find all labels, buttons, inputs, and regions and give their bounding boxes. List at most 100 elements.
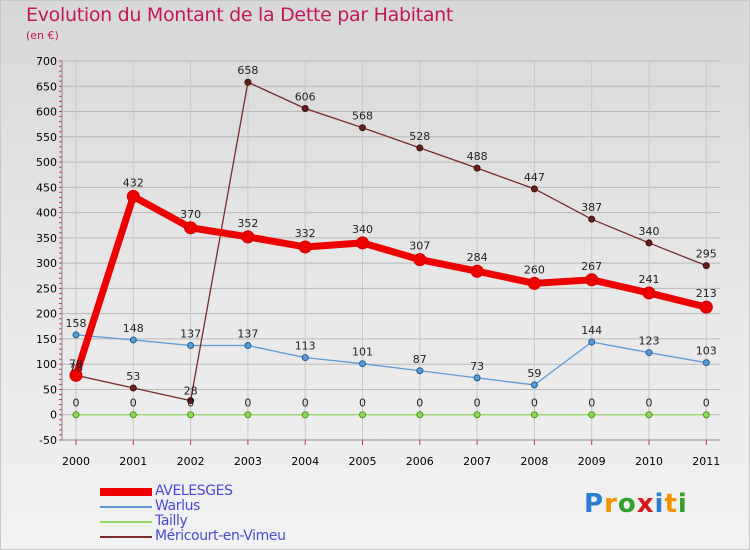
- legend-label: AVELESGES: [155, 483, 233, 499]
- y-tick-label: 700: [36, 55, 57, 68]
- data-point-avelesges: [642, 286, 656, 300]
- data-label-warlus: 73: [470, 360, 484, 373]
- data-point-mericourt: [244, 78, 252, 86]
- data-label-mericourt: 568: [352, 110, 373, 123]
- data-point-mericourt: [187, 397, 195, 405]
- x-tick-label: 2006: [406, 455, 434, 468]
- data-label-tailly: 0: [416, 397, 423, 410]
- data-point-avelesges: [241, 230, 255, 244]
- data-point-mericourt: [416, 144, 424, 152]
- data-point-avelesges: [699, 300, 713, 314]
- data-label-avelesges: 352: [237, 217, 258, 230]
- data-label-tailly: 0: [531, 397, 538, 410]
- data-label-avelesges: 260: [524, 263, 545, 276]
- data-point-warlus: [187, 342, 195, 350]
- data-label-avelesges: 307: [409, 240, 430, 253]
- data-point-warlus: [416, 367, 424, 375]
- data-point-tailly: [702, 411, 710, 419]
- data-label-avelesges: 241: [639, 273, 660, 286]
- x-tick-label: 2002: [177, 455, 205, 468]
- y-tick-label: 350: [36, 232, 57, 245]
- data-label-warlus: 148: [123, 322, 144, 335]
- data-point-tailly: [416, 411, 424, 419]
- legend-item-warlus[interactable]: Warlus: [100, 499, 286, 514]
- data-label-tailly: 0: [302, 397, 309, 410]
- data-point-warlus: [244, 342, 252, 350]
- data-point-tailly: [129, 411, 137, 419]
- y-tick-label: 550: [36, 131, 57, 144]
- data-label-avelesges: 78: [69, 361, 83, 374]
- data-label-tailly: 0: [474, 397, 481, 410]
- x-tick-label: 2003: [234, 455, 262, 468]
- data-point-mericourt: [301, 105, 309, 113]
- data-point-mericourt: [588, 215, 596, 223]
- y-tick-label: 300: [36, 257, 57, 270]
- data-point-warlus: [645, 349, 653, 357]
- data-point-tailly: [244, 411, 252, 419]
- data-label-avelesges: 370: [180, 208, 201, 221]
- data-point-avelesges: [470, 264, 484, 278]
- y-tick-label: 100: [36, 358, 57, 371]
- data-point-tailly: [72, 411, 80, 419]
- data-point-warlus: [530, 381, 538, 389]
- legend-label: Tailly: [155, 513, 188, 529]
- y-tick-label: 450: [36, 181, 57, 194]
- data-point-mericourt: [530, 185, 538, 193]
- data-point-tailly: [588, 411, 596, 419]
- data-label-warlus: 158: [66, 317, 87, 330]
- data-label-mericourt: 28: [184, 385, 198, 398]
- data-label-avelesges: 284: [467, 251, 488, 264]
- data-label-tailly: 0: [588, 397, 595, 410]
- data-point-warlus: [359, 360, 366, 368]
- y-tick-label: 650: [36, 80, 57, 93]
- data-label-mericourt: 340: [639, 225, 660, 238]
- legend-item-avelesges[interactable]: AVELESGES: [100, 484, 286, 499]
- data-point-mericourt: [359, 124, 366, 132]
- data-point-warlus: [72, 331, 80, 339]
- page-title: Evolution du Montant de la Dette par Hab…: [26, 4, 454, 26]
- legend-swatch: [100, 487, 152, 496]
- y-tick-label: 250: [36, 282, 57, 295]
- legend-item-tailly[interactable]: Tailly: [100, 514, 286, 529]
- x-tick-label: 2004: [291, 455, 319, 468]
- data-point-warlus: [473, 374, 481, 382]
- legend: AVELESGES Warlus Tailly Méricourt-en-Vim…: [100, 484, 286, 544]
- data-label-avelesges: 340: [352, 223, 373, 236]
- data-label-mericourt: 447: [524, 171, 545, 184]
- data-point-tailly: [187, 411, 195, 419]
- x-tick-label: 2007: [463, 455, 491, 468]
- data-label-warlus: 137: [180, 328, 201, 341]
- data-point-tailly: [301, 411, 309, 419]
- data-point-tailly: [473, 411, 481, 419]
- data-label-tailly: 0: [130, 397, 137, 410]
- data-label-tailly: 0: [244, 397, 251, 410]
- proxiti-logo: Proxiti: [584, 489, 688, 519]
- data-point-avelesges: [184, 221, 198, 235]
- data-point-warlus: [301, 354, 309, 362]
- x-tick-label: 2009: [578, 455, 606, 468]
- data-label-mericourt: 658: [237, 64, 258, 77]
- data-point-mericourt: [645, 239, 653, 247]
- y-tick-label: 150: [36, 333, 57, 346]
- data-label-mericourt: 488: [467, 150, 488, 163]
- data-point-avelesges: [356, 236, 369, 250]
- data-label-warlus: 123: [639, 335, 660, 348]
- data-point-warlus: [588, 338, 596, 346]
- data-label-avelesges: 332: [295, 227, 316, 240]
- legend-item-mericourt[interactable]: Méricourt-en-Vimeu: [100, 529, 286, 544]
- data-label-mericourt: 295: [696, 248, 717, 261]
- data-label-mericourt: 606: [295, 91, 316, 104]
- legend-label: Méricourt-en-Vimeu: [155, 528, 286, 544]
- data-label-tailly: 0: [73, 397, 80, 410]
- x-tick-label: 2001: [119, 455, 147, 468]
- legend-label: Warlus: [155, 498, 200, 514]
- data-point-tailly: [645, 411, 653, 419]
- y-tick-label: 50: [43, 383, 57, 396]
- y-tick-label: -50: [39, 434, 57, 447]
- data-point-mericourt: [702, 262, 710, 270]
- y-tick-label: 400: [36, 207, 57, 220]
- data-label-tailly: 0: [359, 397, 366, 410]
- series-line-warlus: [75, 334, 707, 386]
- data-label-warlus: 87: [413, 353, 427, 366]
